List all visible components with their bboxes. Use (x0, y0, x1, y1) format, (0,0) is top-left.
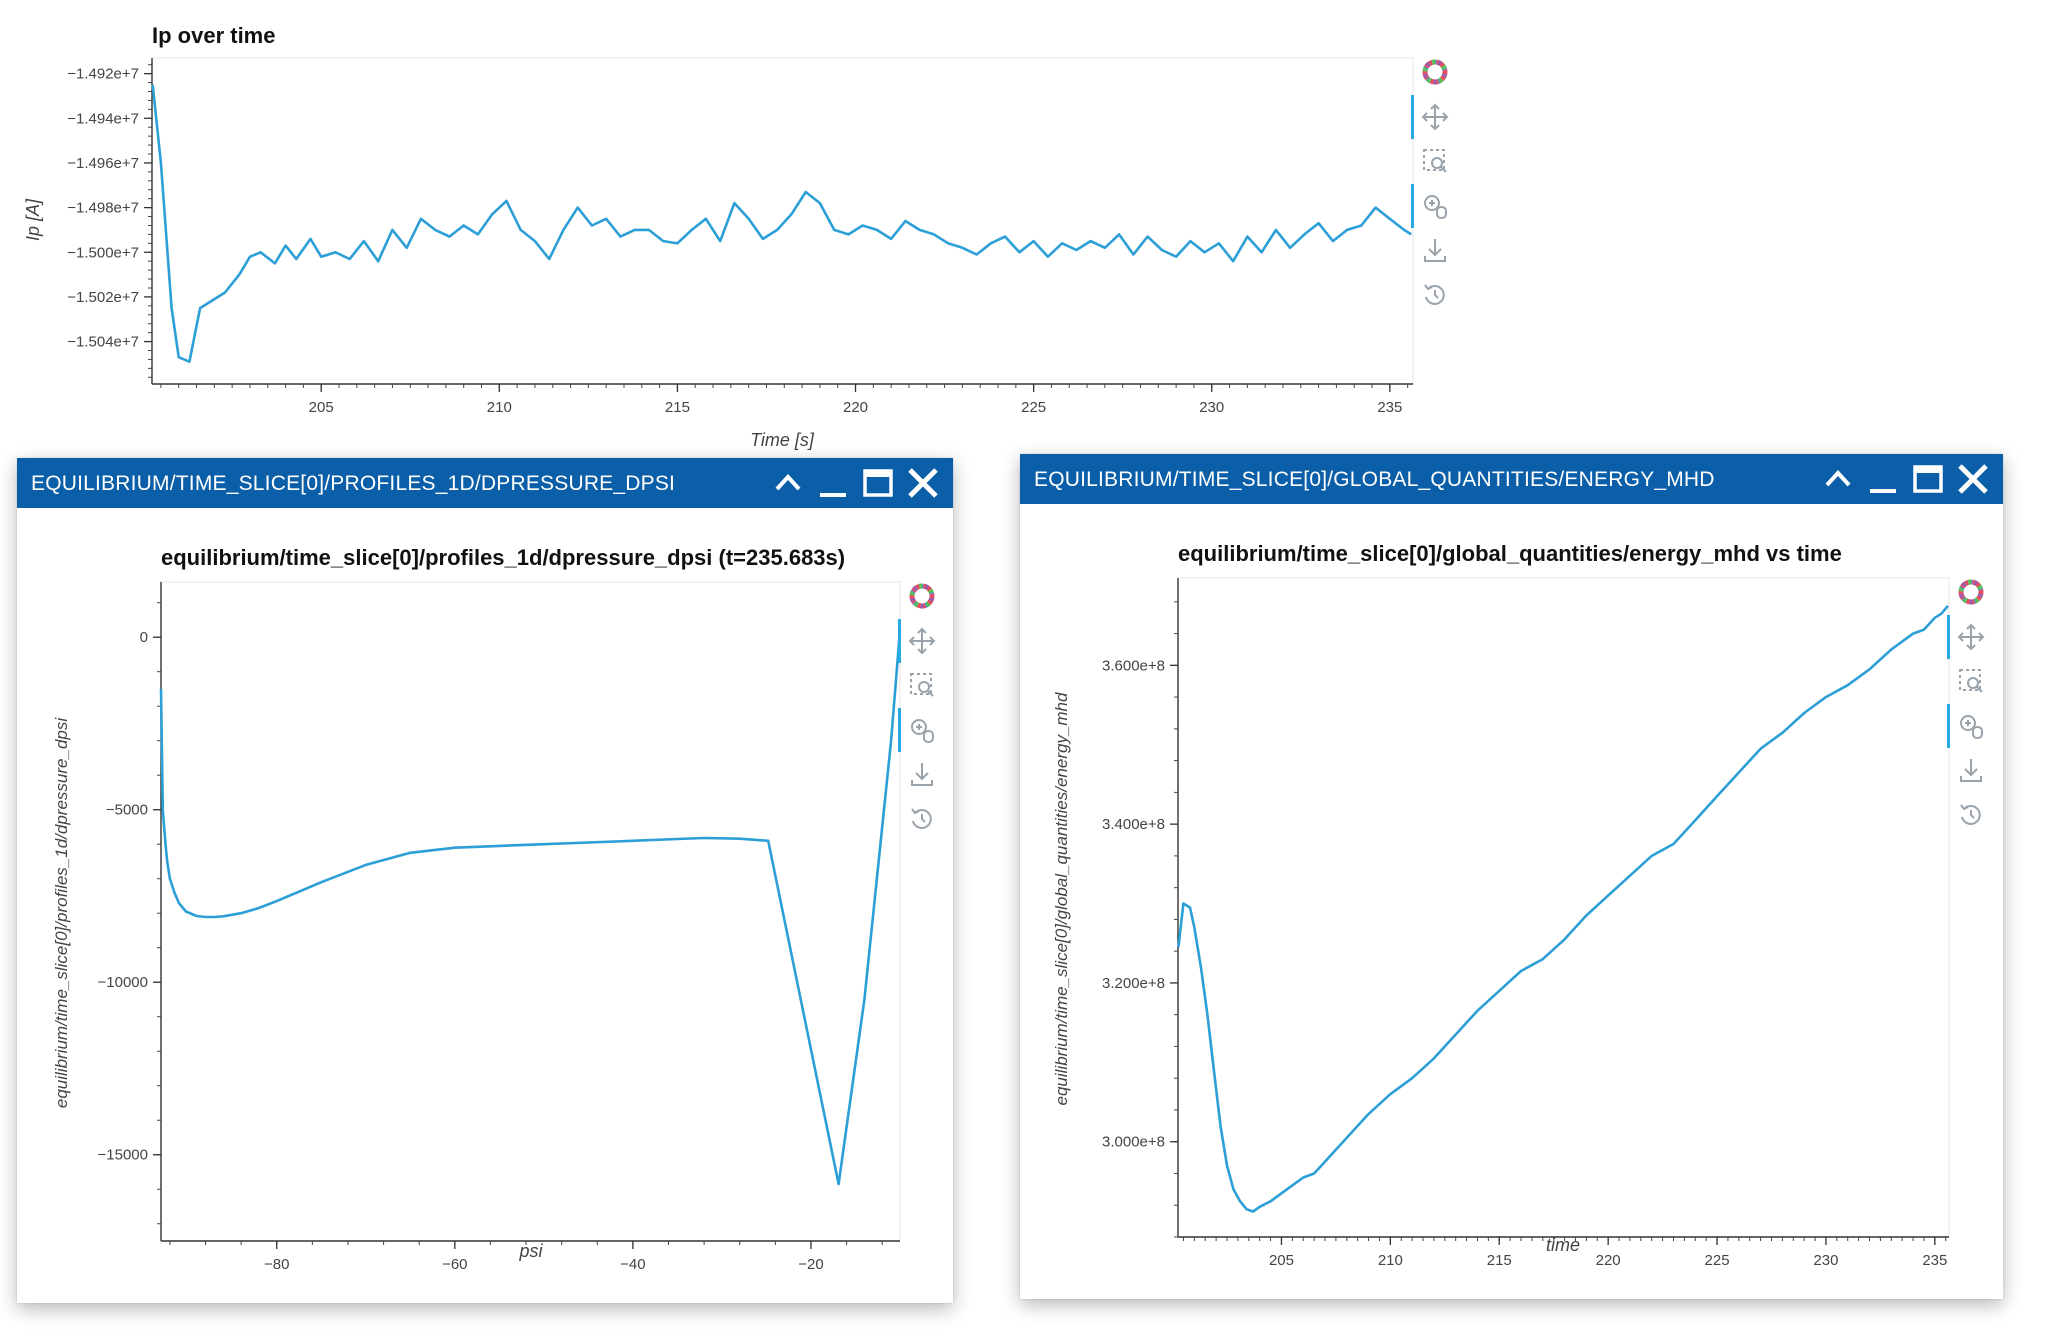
reset-icon[interactable] (902, 799, 942, 839)
reset-icon[interactable] (1415, 275, 1455, 315)
close-button[interactable] (904, 464, 942, 502)
pan-icon[interactable] (1951, 617, 1991, 657)
x-tick-label: 210 (487, 399, 512, 416)
box-zoom-icon[interactable] (902, 665, 942, 705)
plot-frame (160, 581, 901, 1242)
x-tick-label: 215 (1487, 1252, 1512, 1269)
panel-title: EQUILIBRIUM/TIME_SLICE[0]/PROFILES_1D/DP… (31, 472, 676, 495)
x-tick-label: 215 (665, 399, 690, 416)
energy-chart[interactable]: equilibrium/time_slice[0]/global_quantit… (1020, 454, 2003, 1299)
y-tick-label: −1.494e+7 (67, 110, 139, 127)
energy-panel: EQUILIBRIUM/TIME_SLICE[0]/GLOBAL_QUANTIT… (1020, 454, 2003, 1299)
x-tick-label: 225 (1021, 399, 1046, 416)
pan-icon[interactable] (1415, 97, 1455, 137)
y-tick-label: 0 (140, 629, 148, 646)
series-line-energy (1177, 604, 1949, 1213)
y-axis-label: equilibrium/time_slice[0]/profiles_1d/dp… (52, 717, 71, 1108)
close-button[interactable] (1954, 460, 1992, 498)
collapse-button[interactable] (1819, 460, 1857, 498)
active-tool-indicator (898, 707, 901, 752)
x-tick-label: −40 (620, 1256, 645, 1273)
x-tick-label: −20 (798, 1256, 823, 1273)
save-icon[interactable] (1415, 230, 1455, 270)
series-line-ip (151, 84, 1412, 363)
y-tick-label: −1.496e+7 (67, 155, 139, 172)
dpressure-toolbar (898, 576, 942, 856)
collapse-button[interactable] (769, 464, 807, 502)
chart-title: equilibrium/time_slice[0]/profiles_1d/dp… (161, 545, 845, 570)
maximize-button[interactable] (859, 464, 897, 502)
x-tick-label: 220 (1596, 1252, 1621, 1269)
dpressure-panel: EQUILIBRIUM/TIME_SLICE[0]/PROFILES_1D/DP… (17, 458, 953, 1303)
ip-chart[interactable]: Ip over time 205 210 215 220 225 230 235 −1.492… (0, 0, 2049, 460)
y-tick-label: 3.600e+8 (1102, 657, 1165, 674)
panel-title: EQUILIBRIUM/TIME_SLICE[0]/GLOBAL_QUANTIT… (1034, 468, 1715, 491)
y-axis-label: Ip [A] (23, 198, 43, 241)
y-tick-label: 3.000e+8 (1102, 1134, 1165, 1151)
x-tick-label: 220 (843, 399, 868, 416)
x-tick-label: 210 (1378, 1252, 1403, 1269)
pan-icon[interactable] (902, 621, 942, 661)
series-line-dpressure (159, 630, 902, 1186)
box-zoom-icon[interactable] (1415, 141, 1455, 181)
box-zoom-icon[interactable] (1951, 661, 1991, 701)
y-axis-label: equilibrium/time_slice[0]/global_quantit… (1052, 692, 1071, 1106)
active-tool-indicator (1411, 183, 1414, 228)
x-axis-label: psi (518, 1241, 543, 1261)
save-icon[interactable] (1951, 750, 1991, 790)
save-icon[interactable] (902, 754, 942, 794)
y-tick-label: −1.502e+7 (67, 289, 139, 306)
reset-icon[interactable] (1951, 795, 1991, 835)
x-axis-label: time (1546, 1235, 1580, 1255)
x-tick-label: 230 (1813, 1252, 1838, 1269)
bokeh-logo-icon (1415, 52, 1455, 92)
minimize-button[interactable] (814, 464, 852, 502)
panel-header: EQUILIBRIUM/TIME_SLICE[0]/GLOBAL_QUANTIT… (1020, 454, 2003, 504)
wheel-zoom-icon[interactable] (1415, 186, 1455, 226)
panel-header: EQUILIBRIUM/TIME_SLICE[0]/PROFILES_1D/DP… (17, 458, 953, 508)
y-tick-label: 3.200e+8 (1102, 975, 1165, 992)
y-tick-label: −1.498e+7 (67, 200, 139, 217)
plot-frame (1177, 577, 1950, 1238)
active-tool-indicator (1411, 94, 1414, 139)
plot-frame (151, 57, 1414, 385)
y-tick-label: −1.504e+7 (67, 334, 139, 351)
active-tool-indicator (1947, 614, 1950, 659)
wheel-zoom-icon[interactable] (1951, 706, 1991, 746)
active-tool-indicator (1947, 703, 1950, 748)
wheel-zoom-icon[interactable] (902, 710, 942, 750)
x-tick-label: 235 (1922, 1252, 1947, 1269)
chart-title: equilibrium/time_slice[0]/global_quantit… (1178, 541, 1842, 566)
x-axis-label: Time [s] (750, 430, 815, 450)
bokeh-logo-icon (1951, 572, 1991, 612)
ip-toolbar (1411, 52, 1455, 332)
maximize-button[interactable] (1909, 460, 1947, 498)
x-tick-label: 205 (1269, 1252, 1294, 1269)
x-tick-label: −80 (264, 1256, 289, 1273)
y-tick-label: 3.400e+8 (1102, 816, 1165, 833)
dpressure-chart[interactable]: equilibrium/time_slice[0]/profiles_1d/dp… (17, 458, 953, 1303)
y-tick-label: −10000 (98, 974, 148, 991)
x-tick-label: 235 (1377, 399, 1402, 416)
x-tick-label: 205 (309, 399, 334, 416)
active-tool-indicator (898, 618, 901, 663)
minimize-button[interactable] (1864, 460, 1902, 498)
y-tick-label: −1.500e+7 (67, 244, 139, 261)
x-tick-label: −60 (442, 1256, 467, 1273)
energy-toolbar (1947, 572, 1991, 852)
y-tick-label: −15000 (98, 1147, 148, 1164)
bokeh-logo-icon (902, 576, 942, 616)
x-tick-label: 230 (1199, 399, 1224, 416)
x-tick-label: 225 (1705, 1252, 1730, 1269)
chart-title: Ip over time (152, 23, 275, 48)
y-tick-label: −5000 (106, 802, 148, 819)
y-tick-label: −1.492e+7 (67, 66, 139, 83)
